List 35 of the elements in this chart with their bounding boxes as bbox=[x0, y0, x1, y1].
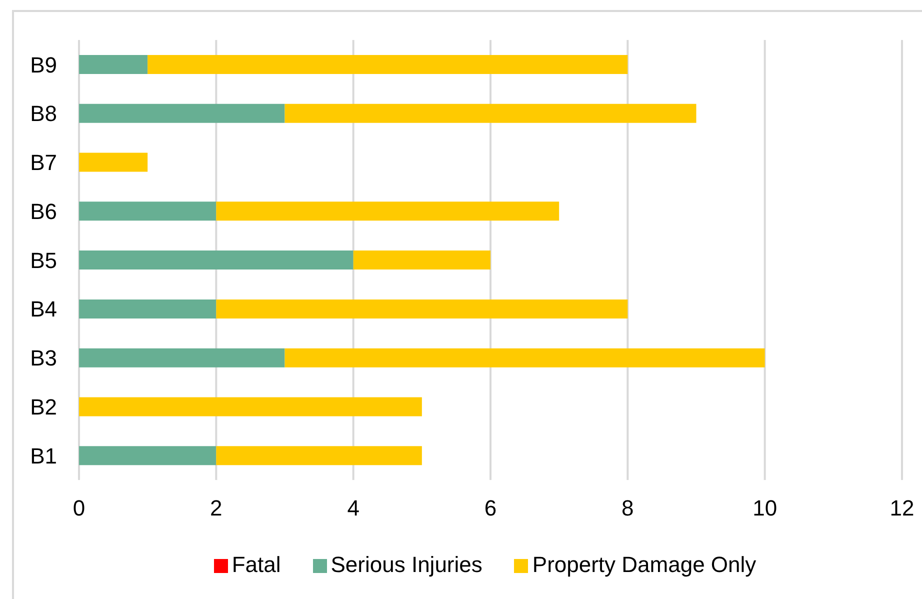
bar bbox=[79, 152, 148, 172]
legend-label: Fatal bbox=[232, 552, 281, 577]
legend-label: Property Damage Only bbox=[532, 552, 756, 577]
x-tick-label: 6 bbox=[484, 496, 497, 521]
y-tick-label: B6 bbox=[30, 198, 57, 224]
y-tick-label: B4 bbox=[30, 296, 57, 322]
bar bbox=[79, 397, 422, 416]
bar bbox=[79, 202, 216, 221]
x-tick-label: 4 bbox=[347, 496, 360, 521]
bar bbox=[148, 55, 628, 74]
x-tick-label: 12 bbox=[890, 496, 914, 521]
bar bbox=[79, 250, 354, 270]
bar bbox=[284, 104, 696, 123]
bar bbox=[216, 299, 628, 318]
y-tick-label: B8 bbox=[30, 101, 57, 126]
bar bbox=[353, 250, 490, 270]
y-tick-label: B7 bbox=[30, 150, 57, 176]
x-tick-label: 8 bbox=[622, 496, 634, 521]
x-tick-label: 10 bbox=[752, 496, 778, 521]
bar bbox=[216, 202, 560, 221]
y-tick-label: B9 bbox=[30, 52, 57, 78]
bar bbox=[284, 348, 765, 368]
bar bbox=[79, 348, 285, 368]
y-tick-label: B3 bbox=[30, 346, 57, 371]
bar bbox=[79, 446, 216, 466]
y-tick-label: B2 bbox=[30, 394, 57, 420]
y-tick-label: B5 bbox=[30, 248, 57, 273]
bar bbox=[79, 104, 285, 123]
bar bbox=[79, 55, 148, 74]
legend-label: Serious Injuries bbox=[330, 552, 482, 577]
bar bbox=[216, 446, 422, 466]
x-tick-label: 0 bbox=[72, 496, 86, 521]
y-tick-label: B1 bbox=[30, 443, 57, 468]
bar bbox=[79, 299, 216, 318]
x-tick-label: 2 bbox=[210, 496, 222, 521]
